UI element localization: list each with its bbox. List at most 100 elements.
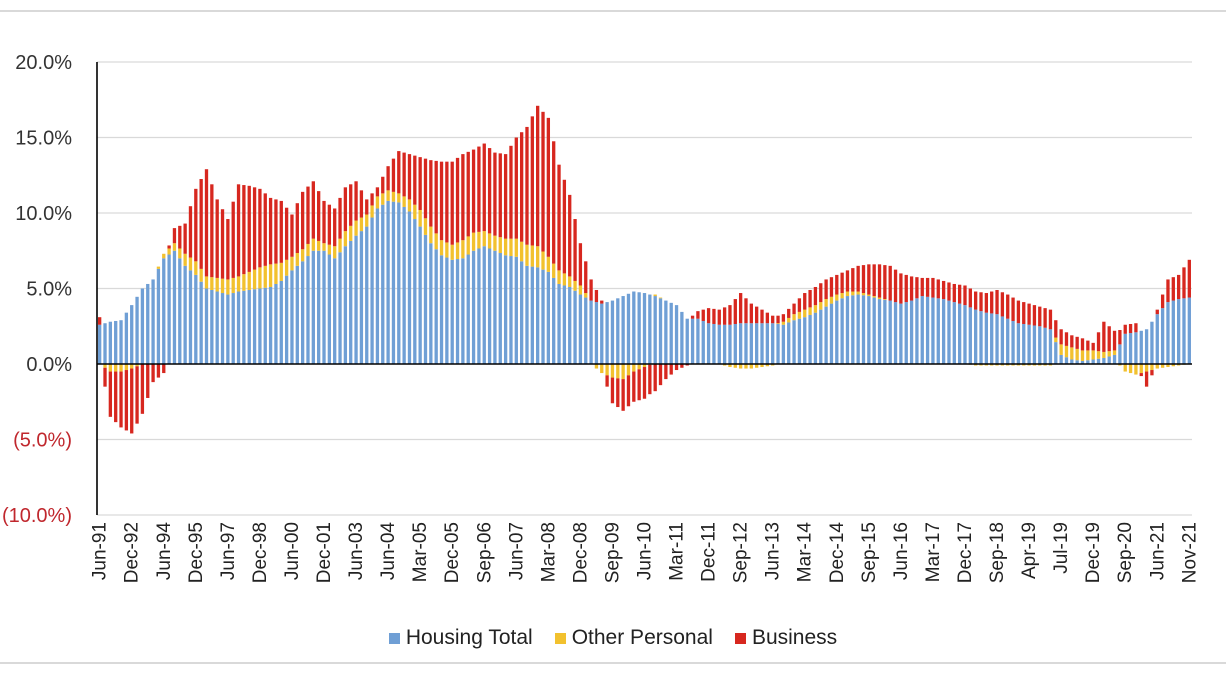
bar-housing-total [1048,329,1053,364]
bar-housing-total [808,314,812,364]
bar-housing-total [418,226,422,364]
bar-business [1118,330,1122,345]
bar-housing-total [119,320,123,364]
bar-housing-total [856,294,860,364]
bar-other-personal [124,364,129,371]
bar-business [1027,303,1031,325]
bar-business [621,379,625,411]
y-tick-label: 0.0% [26,354,72,376]
bar-housing-total [690,318,695,364]
bar-other-personal [119,364,123,372]
bar-business [498,153,502,238]
bar-other-personal [642,364,647,368]
bar-business [947,282,951,301]
x-tick-label: Sep-12 [731,522,752,583]
bar-business [1123,324,1127,334]
bar-business [274,199,278,264]
x-tick-label: Dec-11 [699,522,720,582]
bar-housing-total [744,323,748,364]
bar-other-personal [445,242,449,258]
bar-other-personal [461,240,465,259]
bar-other-personal [215,277,219,292]
bar-other-personal [210,277,214,291]
bar-business [845,270,850,292]
bar-business [461,154,465,241]
bar-housing-total [1128,333,1133,364]
bar-housing-total [813,312,818,364]
bar-business [883,265,887,300]
bar-housing-total [968,307,972,365]
x-tick-labels: Jun-91 Dec-92 Jun-94 Dec-95 Jun-97 Dec-98 Jun-… [90,522,1201,584]
bar-other-personal [391,191,396,202]
legend-item-business: Business [734,626,837,650]
bar-housing-total [439,255,444,364]
bar-business [979,292,983,312]
bar-housing-total [974,309,978,364]
bar-housing-total [215,291,219,364]
bar-business [1000,292,1005,317]
bar-other-personal [1086,350,1090,361]
bar-housing-total [156,268,161,364]
bar-business [803,293,807,310]
bar-other-personal [851,291,855,296]
bar-housing-total [819,309,823,364]
bar-housing-total [578,294,583,364]
bar-housing-total [210,290,214,364]
bar-other-personal [776,323,780,324]
bar-other-personal [423,218,428,235]
bar-other-personal [407,199,412,212]
bar-housing-total [263,287,267,364]
bar-other-personal [311,238,315,251]
bar-business [1006,294,1010,319]
bar-business [733,299,737,324]
bar-business [536,105,540,247]
bar-housing-total [327,254,332,364]
y-tick-labels: 20.0% 15.0% 10.0% 5.0% 0.0% (5.0%) (10.0%) [2,52,72,527]
x-tick-label: Mar-05 [410,522,431,582]
bar-other-personal [749,364,753,369]
bar-housing-total [135,296,139,364]
bar-business [1086,340,1090,351]
bar-housing-total [738,323,743,364]
bar-business [616,378,620,408]
bar-housing-total [1112,354,1117,364]
bar-housing-total [146,283,150,364]
bar-other-personal [172,243,177,251]
bar-business [1011,297,1015,321]
bar-other-personal [167,248,171,255]
bar-housing-total [621,296,625,364]
bar-housing-total [1091,359,1095,364]
bar-business [311,181,315,239]
bar-business [658,364,663,386]
bar-housing-total [952,302,956,364]
bar-other-personal [1139,364,1143,374]
bar-housing-total [397,202,401,364]
bar-housing-total [343,246,348,364]
x-tick-label: Sep-06 [474,522,495,583]
bar-housing-total [781,324,786,364]
bar-other-personal [584,293,588,298]
bar-business [418,157,422,210]
bar-housing-total [706,323,711,364]
bar-housing-total [920,296,924,364]
bar-other-personal [552,263,556,278]
bar-other-personal [290,256,294,271]
bar-housing-total [669,302,673,364]
bar-housing-total [861,295,866,364]
bar-business [525,126,529,245]
bar-other-personal [498,237,502,254]
bar-other-personal [130,364,134,369]
bar-other-personal [819,302,823,310]
bar-business [306,186,310,244]
x-tick-label: Jun-21 [1147,522,1168,580]
x-tick-label: Dec-92 [122,522,143,583]
bar-housing-total [172,250,177,364]
bar-other-personal [279,262,283,281]
y-tick-label: 5.0% [26,279,72,301]
bar-business [909,276,914,301]
bar-housing-total [600,303,604,364]
bar-business [1038,306,1042,327]
bar-business [680,364,684,368]
bar-other-personal [242,274,246,291]
bar-business [829,277,834,297]
